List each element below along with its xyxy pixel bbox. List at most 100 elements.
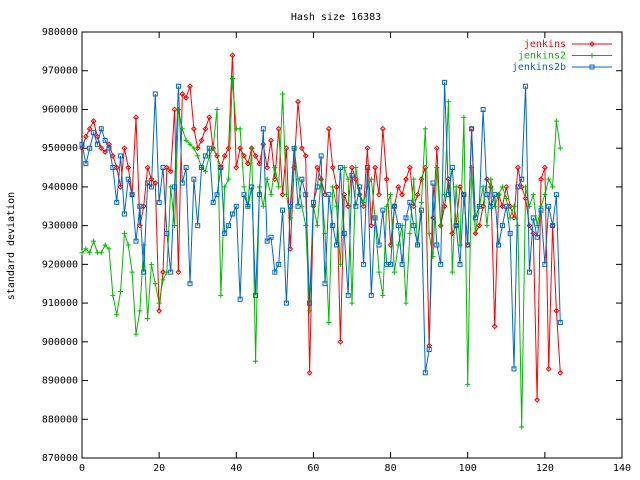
data-point-jenkins2b (361, 261, 367, 267)
x-tick-label: 20 (153, 463, 165, 474)
data-point-jenkins2 (472, 230, 478, 236)
data-point-jenkins (152, 180, 159, 186)
x-tick-label: 80 (385, 463, 397, 474)
data-point-jenkins2 (187, 141, 193, 147)
data-point-jenkins (179, 91, 186, 97)
data-point-jenkins (302, 153, 309, 159)
data-point-jenkins2b (168, 269, 174, 275)
data-point-jenkins2 (465, 381, 471, 387)
data-point-jenkins2b (372, 215, 378, 221)
data-point-jenkins2 (272, 165, 278, 171)
data-point-jenkins2 (133, 331, 139, 337)
data-point-jenkins2b (118, 153, 124, 159)
data-point-jenkins2b (245, 203, 251, 209)
data-point-jenkins2 (353, 165, 359, 171)
data-point-jenkins2 (129, 269, 135, 275)
data-point-jenkins2 (519, 424, 525, 430)
data-point-jenkins2b (418, 207, 424, 213)
data-point-jenkins2b (557, 319, 563, 325)
data-point-jenkins2b (453, 223, 459, 229)
data-point-jenkins (125, 164, 132, 171)
data-point-jenkins (360, 203, 367, 210)
data-point-jenkins2b (303, 192, 309, 198)
data-point-jenkins2b (214, 192, 220, 198)
data-point-jenkins2b (511, 366, 517, 372)
data-point-jenkins2b (472, 215, 478, 221)
data-point-jenkins2b (183, 165, 189, 171)
data-point-jenkins (557, 369, 564, 376)
legend-label-jenkins2: jenkins2 (518, 51, 566, 62)
data-point-jenkins2 (480, 184, 486, 190)
data-point-jenkins2b (268, 234, 274, 240)
data-point-jenkins2 (426, 230, 432, 236)
data-point-jenkins2 (376, 269, 382, 275)
data-point-jenkins2 (453, 184, 459, 190)
data-point-jenkins2b (318, 153, 324, 159)
data-point-jenkins2 (79, 250, 85, 256)
legend-marker-jenkins2b (589, 64, 595, 70)
x-tick-label: 120 (536, 463, 554, 474)
data-point-jenkins (329, 164, 336, 171)
x-tick-label: 40 (230, 463, 242, 474)
data-point-jenkins (252, 153, 259, 159)
data-point-jenkins2b (391, 203, 397, 209)
data-point-jenkins2 (503, 196, 509, 202)
data-point-jenkins2b (523, 83, 529, 89)
data-point-jenkins2b (287, 203, 293, 209)
data-point-jenkins2 (202, 168, 208, 174)
data-point-jenkins2b (295, 203, 301, 209)
data-point-jenkins2b (330, 223, 336, 229)
data-point-jenkins2 (438, 223, 444, 229)
y-tick-label: 980000 (42, 27, 78, 38)
data-point-jenkins2b (187, 281, 193, 287)
data-point-jenkins (491, 323, 498, 330)
data-point-jenkins2b (145, 180, 151, 186)
data-point-jenkins (229, 52, 236, 59)
data-point-jenkins2 (422, 126, 428, 132)
data-point-jenkins (102, 149, 109, 155)
data-point-jenkins (160, 269, 166, 276)
data-point-jenkins2 (368, 176, 374, 182)
data-point-jenkins2b (106, 145, 112, 151)
data-point-jenkins2b (222, 230, 228, 236)
data-point-jenkins (264, 164, 271, 171)
data-point-jenkins2b (233, 203, 239, 209)
data-point-jenkins2 (118, 288, 124, 294)
data-point-jenkins2b (210, 199, 216, 205)
data-point-jenkins (376, 191, 382, 198)
y-tick-label: 940000 (42, 182, 78, 193)
data-point-jenkins2b (164, 230, 170, 236)
data-point-jenkins2 (407, 230, 413, 236)
data-point-jenkins2b (141, 269, 147, 275)
data-point-jenkins (260, 141, 267, 148)
data-point-jenkins (82, 133, 89, 140)
data-point-jenkins (109, 153, 116, 159)
data-point-jenkins2 (195, 153, 201, 159)
data-point-jenkins (545, 366, 552, 372)
data-point-jenkins2 (183, 137, 189, 143)
data-point-jenkins2 (461, 114, 467, 120)
y-tick-label: 970000 (42, 66, 78, 77)
data-point-jenkins2b (148, 184, 154, 190)
data-point-jenkins2 (260, 203, 266, 209)
data-point-jenkins2b (430, 180, 436, 186)
data-point-jenkins2b (249, 184, 255, 190)
data-point-jenkins2b (345, 292, 351, 298)
data-point-jenkins2b (399, 261, 405, 267)
data-point-jenkins2 (226, 176, 232, 182)
data-point-jenkins2 (280, 91, 286, 97)
data-point-jenkins2 (384, 203, 390, 209)
data-point-jenkins2b (526, 269, 532, 275)
plot-frame (81, 31, 623, 459)
series-layer (79, 52, 564, 430)
data-point-jenkins2 (276, 184, 282, 190)
data-point-jenkins2b (307, 300, 313, 306)
y-tick-label: 900000 (42, 337, 78, 348)
data-point-jenkins2b (179, 180, 185, 186)
data-point-jenkins (233, 164, 240, 171)
data-point-jenkins2b (291, 145, 297, 151)
data-point-jenkins2b (202, 153, 208, 159)
data-point-jenkins (349, 164, 355, 171)
data-point-jenkins (187, 83, 193, 90)
data-point-jenkins2 (557, 145, 563, 151)
